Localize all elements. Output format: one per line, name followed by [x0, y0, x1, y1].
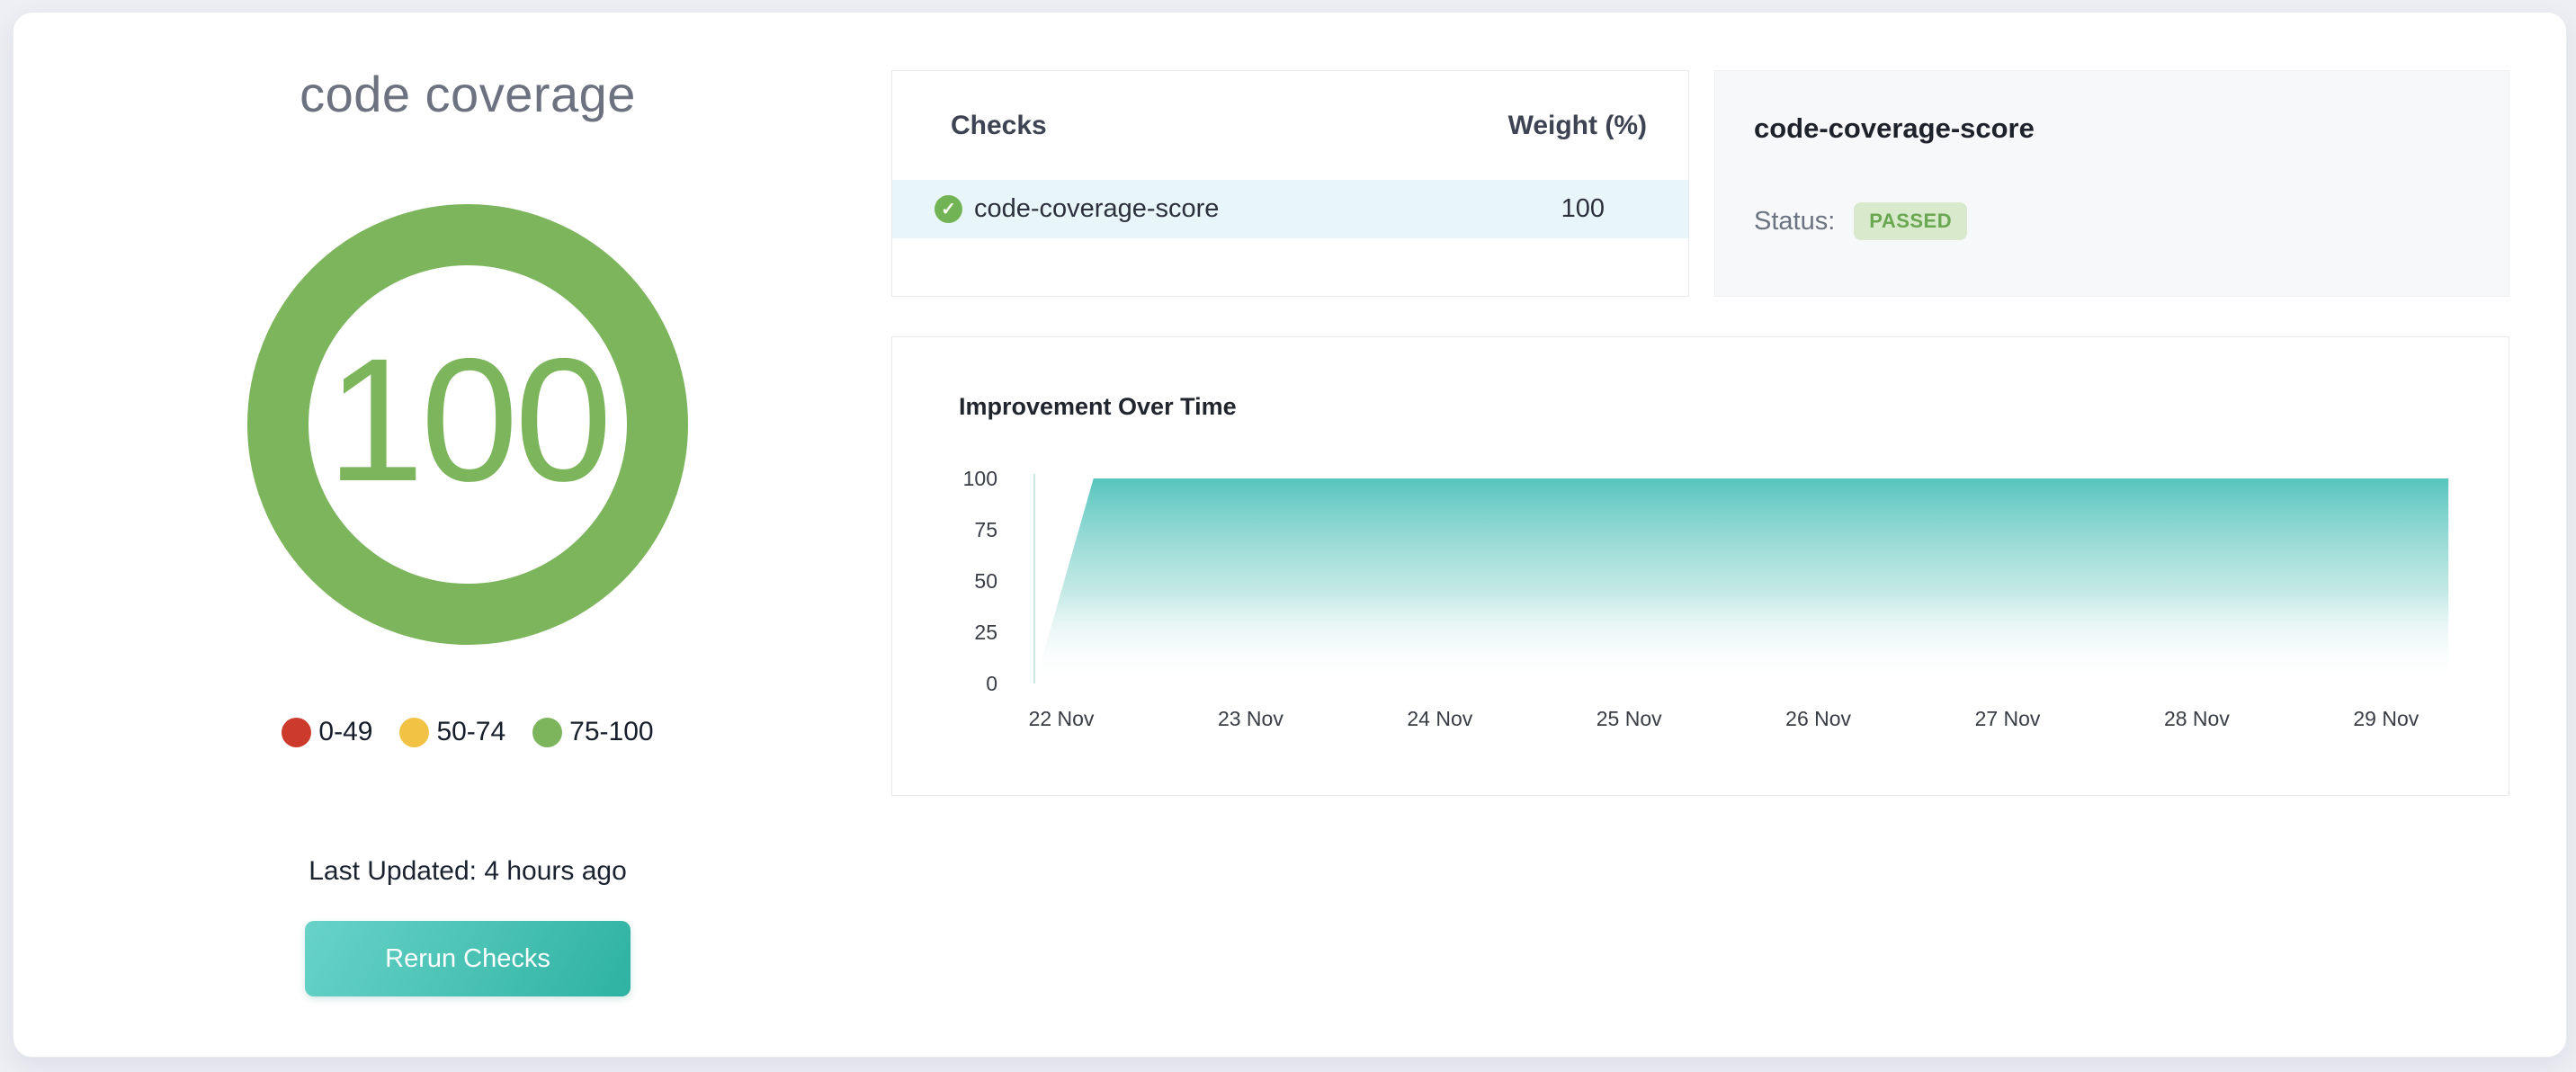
- rerun-checks-button[interactable]: Rerun Checks: [305, 921, 631, 996]
- legend-item-mid: 50-74: [399, 717, 505, 747]
- status-label: Status:: [1754, 206, 1836, 236]
- x-tick-label: 28 Nov: [2164, 707, 2230, 730]
- y-tick-label: 100: [963, 467, 997, 490]
- legend-label-low: 0-49: [318, 717, 373, 746]
- page-title: code coverage: [300, 66, 636, 122]
- legend-label-mid: 50-74: [436, 717, 506, 746]
- y-tick-label: 50: [974, 569, 997, 593]
- improvement-chart-card: Improvement Over Time 100 75 50 25 0 22 Nov 23…: [891, 336, 2509, 796]
- main-container: code coverage 100 0-49 50-74 75-100 Last…: [13, 12, 2567, 1058]
- check-detail-title: code-coverage-score: [1754, 112, 2035, 144]
- y-tick-label: 75: [974, 518, 997, 541]
- check-weight-value: 100: [1561, 194, 1605, 223]
- check-detail-panel: code-coverage-score Status: PASSED: [1714, 70, 2509, 297]
- passed-check-icon: ✓: [935, 195, 962, 223]
- checks-column-header: Checks: [951, 110, 1047, 140]
- last-updated-text: Last Updated: 4 hours ago: [309, 856, 627, 886]
- score-value: 100: [326, 321, 612, 518]
- improvement-chart-svg: 100 75 50 25 0 22 Nov 23 Nov 24 Nov 25 Nov 26 Nov…: [963, 467, 2449, 730]
- legend-label-high: 75-100: [569, 717, 654, 746]
- x-tick-label: 22 Nov: [1029, 707, 1095, 730]
- x-tick-label: 23 Nov: [1218, 707, 1284, 730]
- y-tick-label: 0: [986, 672, 997, 695]
- summary-panel: code coverage 100 0-49 50-74 75-100 Last…: [13, 13, 922, 1057]
- score-legend: 0-49 50-74 75-100: [13, 717, 922, 747]
- legend-dot-red-icon: [282, 717, 312, 747]
- status-badge: PASSED: [1854, 202, 1968, 240]
- score-gauge: 100: [247, 204, 688, 645]
- x-tick-label: 29 Nov: [2353, 707, 2419, 730]
- weight-column-header: Weight (%): [1507, 110, 1647, 140]
- x-tick-label: 27 Nov: [1975, 707, 2041, 730]
- checks-card: Checks Weight (%) ✓ code-coverage-score …: [891, 70, 1689, 297]
- y-tick-label: 25: [974, 621, 997, 644]
- x-tick-label: 24 Nov: [1407, 707, 1472, 730]
- legend-dot-green-icon: [532, 717, 563, 747]
- chart-title: Improvement Over Time: [959, 393, 1237, 420]
- x-tick-label: 26 Nov: [1785, 707, 1851, 730]
- legend-item-high: 75-100: [532, 717, 654, 747]
- x-tick-label: 25 Nov: [1597, 707, 1662, 730]
- check-table-row[interactable]: ✓ code-coverage-score 100: [892, 180, 1688, 238]
- status-row: Status: PASSED: [1754, 202, 1968, 240]
- check-name: code-coverage-score: [974, 194, 1220, 223]
- legend-item-low: 0-49: [282, 717, 372, 747]
- legend-dot-yellow-icon: [399, 717, 430, 747]
- checks-table-header: Checks Weight (%): [892, 71, 1688, 180]
